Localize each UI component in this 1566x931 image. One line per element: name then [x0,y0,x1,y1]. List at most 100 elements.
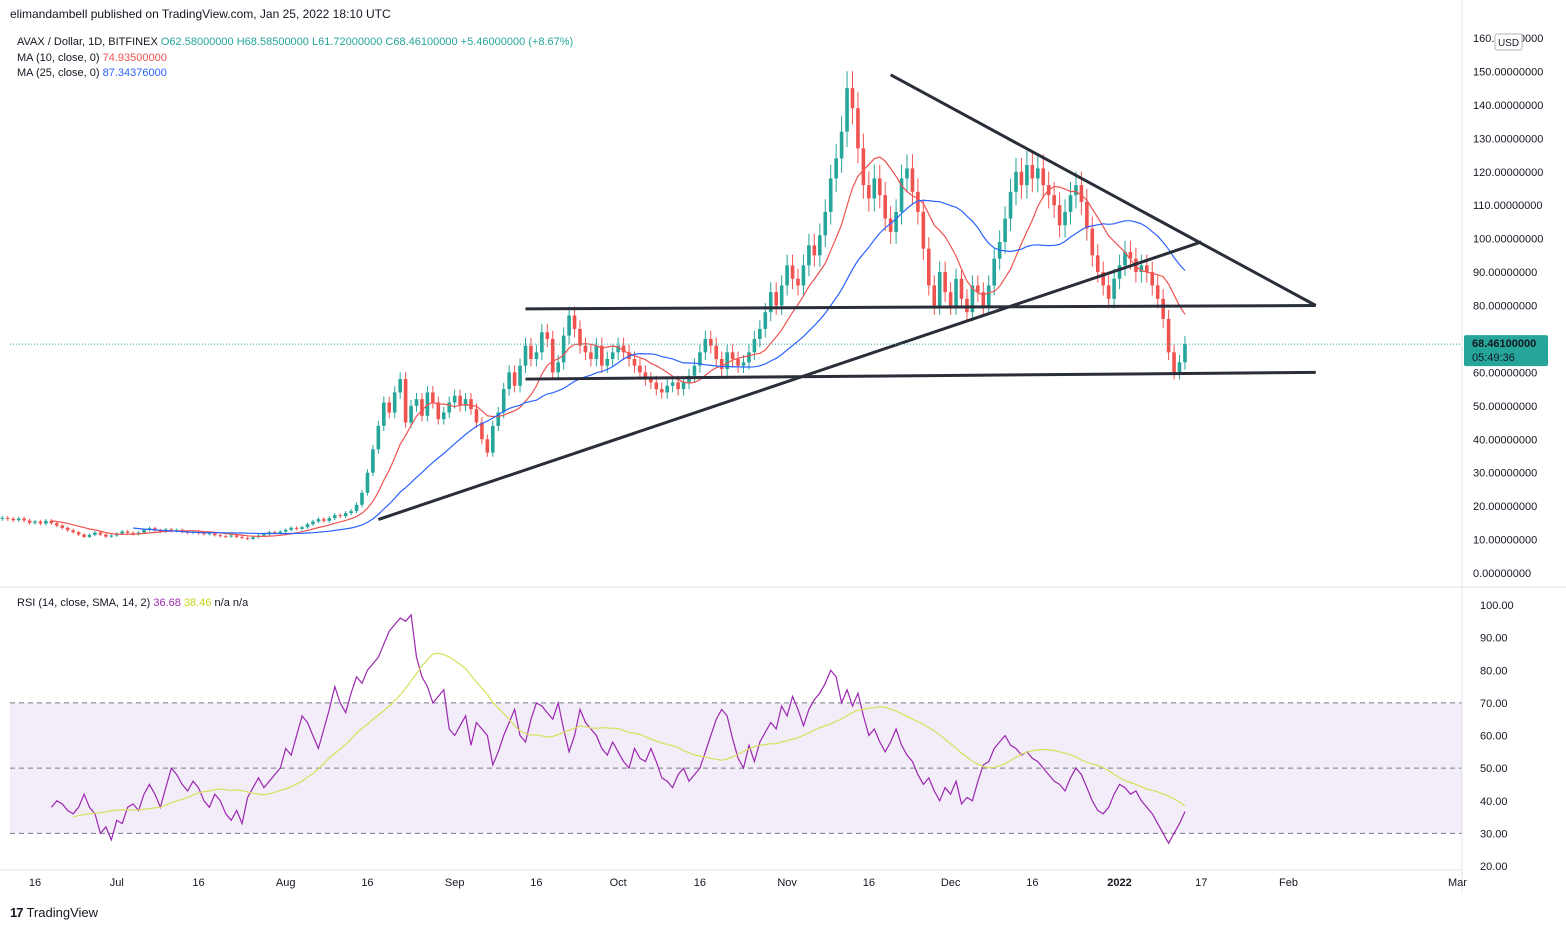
candle-body [5,517,10,519]
candle-body [725,352,729,370]
currency-badge-box [1494,33,1523,51]
candle-body [818,235,822,256]
candle-body [1139,265,1144,273]
price-tick-label: 140.00000000 [1473,100,1543,112]
candle-body [22,518,26,521]
candle-body [867,185,871,199]
candle-body [1128,252,1133,259]
candle-body [561,335,566,363]
candle-body [796,278,800,286]
time-tick-label: 17 [1195,877,1207,889]
candle-body [698,352,702,366]
time-tick-label: Jul [110,877,124,889]
candle-body [458,395,462,406]
time-tick-label: Feb [1279,877,1298,889]
symbol-label[interactable]: AVAX / Dollar, 1D, BITFINEX [17,36,158,48]
rsi-pane[interactable] [10,613,1462,845]
candle-body [1068,195,1073,212]
candle-body [414,399,419,406]
candle-body [518,365,522,386]
candle-body [861,148,866,186]
candle-body [1090,228,1095,256]
candle-body [392,392,397,413]
candle-body [289,527,293,530]
price-tick-label: 20.00000000 [1473,501,1537,513]
candle-body [55,523,59,526]
footer-brand-text: TradingView [26,905,99,920]
time-tick-label: Sep [445,877,465,889]
time-tick-label: Nov [777,877,797,889]
candle-body [469,399,473,410]
candle-body [1117,265,1122,279]
tradingview-logo-icon: 17 [10,905,24,920]
candle-body [131,532,135,535]
candle-body [659,389,664,393]
ma25-label[interactable]: MA (25, close, 0) [17,67,100,79]
price-tick-label: 100.00000000 [1473,234,1543,246]
candle-body [245,537,250,539]
candle-body [365,472,370,493]
candle-body [589,352,593,359]
candle-body [741,362,746,366]
rsi-tick-label: 20.00 [1480,861,1508,873]
last-price-box [1464,335,1548,367]
axes: 0.00000000 10.00000000 20.00000000 30.00000… [0,0,1566,893]
change-value: +5.46000000 (+8.67%) [460,36,574,48]
price-pane[interactable] [0,71,1462,541]
open-value: O62.58000000 [160,36,234,48]
candle-body [38,521,43,524]
candle-body [1025,165,1029,186]
candle-body [610,352,615,359]
candle-body [834,158,838,179]
candle-body [779,285,784,306]
candle-body [322,519,326,521]
candle-body [120,531,124,534]
candle-body [1074,185,1078,196]
candle-body [676,382,680,390]
candle-body [431,392,435,403]
candle-body [605,359,610,366]
candle-body [153,528,157,531]
candle-body [332,515,337,519]
badges: USD [1494,33,1523,51]
main-legend: AVAX / Dollar, 1D, BITFINEX O62.58000000… [17,35,573,82]
candle-body [681,382,686,390]
candle-body [545,332,550,339]
ma10-line [51,156,1186,538]
price-tick-label: 150.00000000 [1473,66,1543,78]
candle-body [594,345,599,359]
candle-body [905,168,909,179]
candle-body [376,425,381,450]
rsi-tick-label: 90.00 [1480,633,1508,645]
candle-body [480,422,484,440]
candle-body [82,534,86,537]
candle-body [638,365,642,373]
candle-body [1183,344,1187,363]
candle-body [0,517,5,519]
price-tick-label: 90.00000000 [1473,267,1537,279]
price-tick-label: 110.00000000 [1473,200,1543,212]
candle-body [409,405,413,423]
candle-body [774,292,778,306]
trendline-1 [889,73,1317,307]
candle-body [441,412,446,420]
candle-body [360,492,364,505]
candle-body [709,338,713,346]
time-tick-label: Dec [941,877,961,889]
candle-body [371,449,375,473]
ma10-label[interactable]: MA (10, close, 0) [17,51,100,64]
candle-body [894,211,898,232]
time-tick-label: 16 [192,877,204,889]
high-value: H68.58500000 [236,36,309,48]
candle-body [60,525,65,528]
candle-body [33,521,37,523]
rsi-label[interactable]: RSI (14, close, SMA, 14, 2) [17,597,151,609]
rsi-na-1: n/a [214,597,230,609]
candle-body [283,529,288,532]
candle-body [643,372,648,380]
candle-body [899,178,904,212]
candle-body [1063,211,1067,226]
candle-body [213,533,217,536]
currency-badge[interactable]: USD [1498,38,1519,49]
